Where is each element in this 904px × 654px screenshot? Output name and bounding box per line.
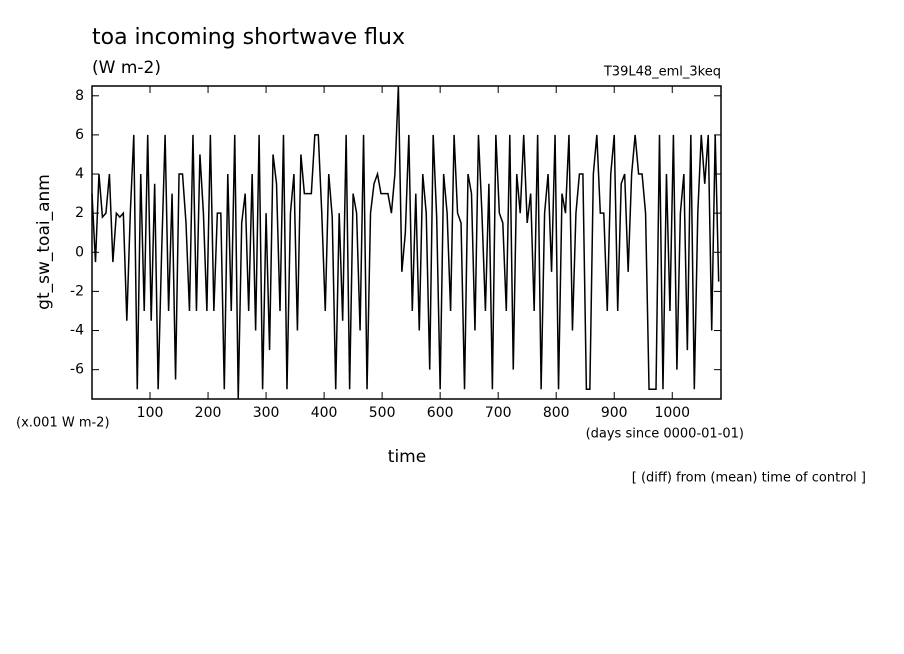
x-tick-label: 900 [601,405,628,421]
y-axis-label: gt_sw_toai_anm [34,174,54,310]
x-tick-label: 100 [137,405,164,421]
data-line [91,85,720,400]
y-tick-label: 6 [75,127,84,143]
footnote: [ (diff) from (mean) time of control ] [632,471,866,486]
y-tick-label: 2 [75,205,84,221]
run-label: T39L48_eml_3keq [603,65,721,80]
plot-frame [91,85,722,400]
y-tick-label: 8 [75,88,84,104]
x-tick-label: 600 [427,405,454,421]
y-unit-note: (x.001 W m-2) [16,416,110,431]
x-unit-note: (days since 0000-01-01) [586,427,744,442]
x-tick-label: 200 [195,405,222,421]
x-axis-label: time [388,447,426,467]
x-tick-label: 1000 [654,405,690,421]
subtitle: (W m-2) [92,58,161,78]
x-tick-label: 800 [543,405,570,421]
x-tick-label: 500 [369,405,396,421]
y-tick-label: -6 [70,362,84,378]
y-tick-label: -4 [70,323,84,339]
y-tick-label: 0 [75,244,84,260]
x-tick-label: 300 [253,405,280,421]
chart-title: toa incoming shortwave flux [92,25,405,50]
y-tick-label: 4 [75,166,84,182]
x-tick-label: 700 [485,405,512,421]
x-tick-label: 400 [311,405,338,421]
y-tick-label: -2 [70,283,84,299]
